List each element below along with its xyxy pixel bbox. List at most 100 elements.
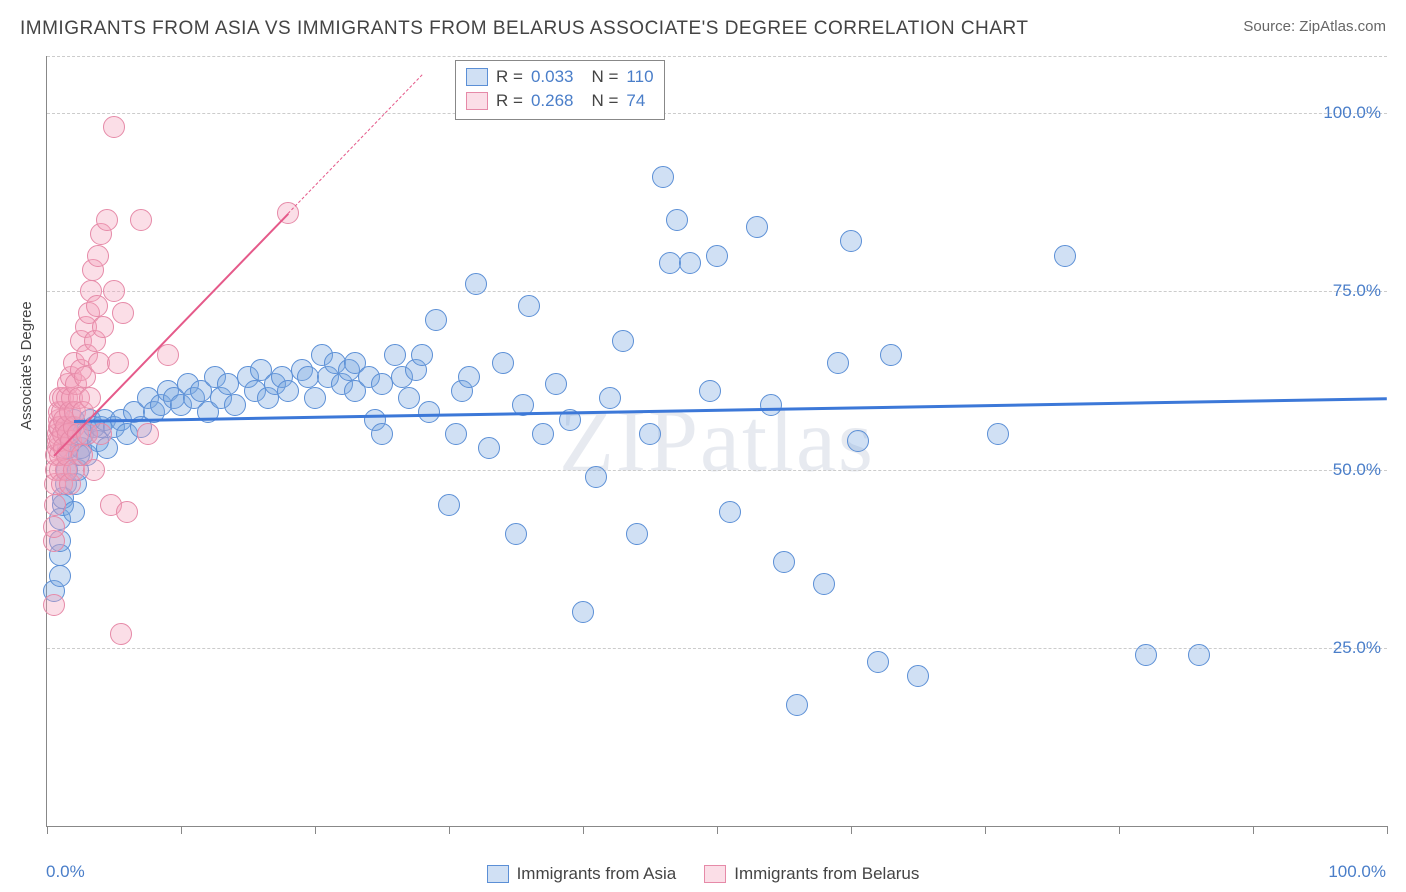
- y-tick-label: 25.0%: [1333, 638, 1381, 658]
- scatter-point-asia: [478, 437, 500, 459]
- x-tick: [1253, 826, 1254, 834]
- scatter-point-belarus: [43, 594, 65, 616]
- stat-r-value: 0.268: [531, 91, 574, 111]
- stats-row: R = 0.268 N = 74: [466, 89, 654, 113]
- x-tick: [1387, 826, 1388, 834]
- legend-swatch: [466, 92, 488, 110]
- scatter-point-belarus: [130, 209, 152, 231]
- gridline-h: [47, 470, 1387, 471]
- scatter-point-asia: [277, 380, 299, 402]
- stats-row: R =0.033N =110: [466, 65, 654, 89]
- x-axis-max-label: 100.0%: [1328, 862, 1386, 882]
- legend-stats-box: R = 0.033 N = 110R = 0.268 N = 74: [455, 60, 665, 120]
- trend-line-dash: [288, 74, 423, 213]
- scatter-point-asia: [760, 394, 782, 416]
- legend-swatch: [704, 865, 726, 883]
- scatter-point-asia: [518, 295, 540, 317]
- scatter-point-belarus: [92, 316, 114, 338]
- scatter-point-asia: [445, 423, 467, 445]
- scatter-point-asia: [572, 601, 594, 623]
- x-tick: [1119, 826, 1120, 834]
- scatter-point-asia: [398, 387, 420, 409]
- scatter-point-asia: [840, 230, 862, 252]
- scatter-point-asia: [371, 373, 393, 395]
- scatter-point-asia: [63, 501, 85, 523]
- gridline-h: [47, 648, 1387, 649]
- scatter-point-asia: [49, 565, 71, 587]
- scatter-point-belarus: [103, 280, 125, 302]
- scatter-point-asia: [599, 387, 621, 409]
- chart-title: IMMIGRANTS FROM ASIA VS IMMIGRANTS FROM …: [20, 18, 1028, 40]
- scatter-point-asia: [505, 523, 527, 545]
- scatter-point-belarus: [116, 501, 138, 523]
- scatter-point-asia: [880, 344, 902, 366]
- scatter-point-asia: [847, 430, 869, 452]
- stat-n-label: N =: [591, 91, 618, 111]
- stat-n-label: N =: [591, 67, 618, 87]
- scatter-point-asia: [438, 494, 460, 516]
- scatter-point-belarus: [90, 423, 112, 445]
- y-tick-label: 100.0%: [1323, 103, 1381, 123]
- scatter-point-asia: [639, 423, 661, 445]
- scatter-point-asia: [746, 216, 768, 238]
- x-tick: [851, 826, 852, 834]
- scatter-point-asia: [626, 523, 648, 545]
- scatter-point-asia: [786, 694, 808, 716]
- scatter-point-asia: [813, 573, 835, 595]
- scatter-point-belarus: [87, 245, 109, 267]
- scatter-point-asia: [867, 651, 889, 673]
- scatter-point-belarus: [107, 352, 129, 374]
- x-tick: [583, 826, 584, 834]
- x-axis-min-label: 0.0%: [46, 862, 85, 882]
- scatter-point-belarus: [96, 209, 118, 231]
- legend-swatch: [466, 68, 488, 86]
- scatter-point-asia: [217, 373, 239, 395]
- source-credit: Source: ZipAtlas.com: [1243, 18, 1386, 35]
- scatter-point-belarus: [103, 116, 125, 138]
- scatter-point-asia: [297, 366, 319, 388]
- stat-n-value: 74: [626, 91, 645, 111]
- gridline-h: [47, 56, 1387, 57]
- stat-r-label: R =: [496, 91, 523, 111]
- scatter-point-belarus: [83, 459, 105, 481]
- scatter-point-belarus: [110, 623, 132, 645]
- scatter-point-asia: [1135, 644, 1157, 666]
- y-tick-label: 75.0%: [1333, 281, 1381, 301]
- plot-area: ZIPatlas 25.0%50.0%75.0%100.0%: [46, 56, 1387, 827]
- scatter-point-asia: [411, 344, 433, 366]
- x-tick: [717, 826, 718, 834]
- scatter-point-asia: [418, 401, 440, 423]
- source-link[interactable]: ZipAtlas.com: [1299, 18, 1386, 35]
- scatter-point-asia: [224, 394, 246, 416]
- x-tick: [181, 826, 182, 834]
- scatter-point-asia: [652, 166, 674, 188]
- scatter-point-asia: [706, 245, 728, 267]
- scatter-point-asia: [773, 551, 795, 573]
- scatter-point-asia: [492, 352, 514, 374]
- scatter-point-asia: [425, 309, 447, 331]
- scatter-point-belarus: [112, 302, 134, 324]
- scatter-point-asia: [585, 466, 607, 488]
- scatter-point-asia: [545, 373, 567, 395]
- stat-r-value: 0.033: [531, 67, 574, 87]
- scatter-point-asia: [384, 344, 406, 366]
- y-axis-title: Associate's Degree: [18, 301, 35, 430]
- x-tick: [315, 826, 316, 834]
- scatter-point-asia: [827, 352, 849, 374]
- scatter-point-asia: [659, 252, 681, 274]
- scatter-point-belarus: [44, 494, 66, 516]
- stat-n-value: 110: [626, 67, 653, 87]
- legend-label: Immigrants from Belarus: [734, 864, 919, 884]
- header: IMMIGRANTS FROM ASIA VS IMMIGRANTS FROM …: [20, 18, 1386, 40]
- scatter-point-asia: [699, 380, 721, 402]
- scatter-point-belarus: [79, 387, 101, 409]
- scatter-point-asia: [1054, 245, 1076, 267]
- legend-swatch: [487, 865, 509, 883]
- x-tick: [985, 826, 986, 834]
- legend-item: Immigrants from Belarus: [704, 864, 919, 884]
- bottom-legend: Immigrants from Asia Immigrants from Bela…: [0, 864, 1406, 884]
- source-prefix: Source:: [1243, 18, 1299, 35]
- scatter-point-asia: [371, 423, 393, 445]
- x-tick: [449, 826, 450, 834]
- legend-item: Immigrants from Asia: [487, 864, 677, 884]
